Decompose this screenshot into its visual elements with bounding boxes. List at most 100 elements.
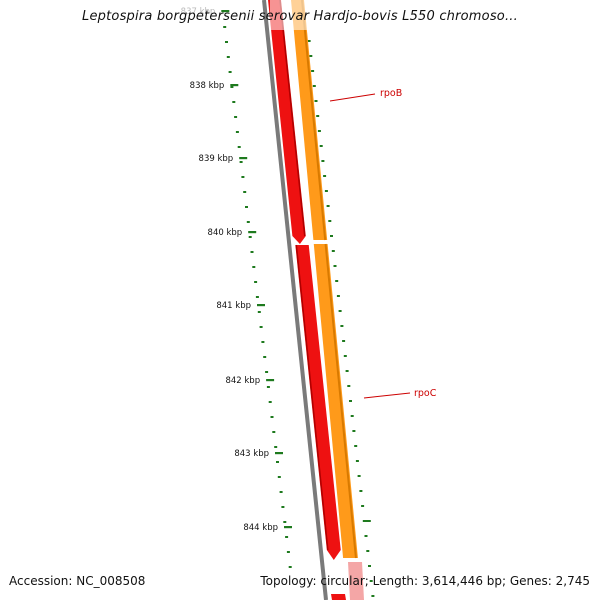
gene-next-block bbox=[348, 562, 364, 600]
minor-tick bbox=[250, 251, 254, 253]
minor-tick bbox=[248, 236, 252, 238]
minor-tick bbox=[245, 206, 248, 208]
gene-label-rpoB: rpoB bbox=[380, 88, 402, 99]
cds-next bbox=[331, 594, 346, 600]
minor-tick bbox=[243, 191, 247, 193]
gc-skew-mark bbox=[328, 220, 332, 222]
minor-tick bbox=[259, 326, 263, 328]
minor-tick bbox=[274, 446, 278, 448]
minor-tick bbox=[239, 161, 243, 163]
gc-skew-mark bbox=[352, 430, 356, 432]
gc-skew-mark bbox=[333, 265, 337, 267]
minor-tick bbox=[266, 386, 270, 388]
minor-tick bbox=[261, 341, 265, 343]
gc-skew-mark bbox=[330, 235, 333, 237]
gc-skew-mark bbox=[361, 505, 365, 507]
gc-skew-mark bbox=[350, 415, 354, 417]
scale-ticks: 837 kbp 838 kbp 839 kbp 840 kbp 841 kbp 842 k… bbox=[181, 7, 292, 568]
minor-tick bbox=[241, 176, 245, 178]
major-tick bbox=[221, 10, 230, 13]
major-tick bbox=[257, 304, 265, 307]
cds-arrow-rpoB bbox=[268, 0, 306, 244]
gene-label-rpoC: rpoC bbox=[414, 388, 437, 399]
minor-tick bbox=[255, 296, 259, 298]
gc-skew-mark bbox=[347, 385, 351, 387]
minor-tick bbox=[230, 86, 234, 88]
gc-skew-mark bbox=[369, 580, 373, 582]
gc-skew-mark bbox=[324, 190, 328, 192]
gc-skew-mark bbox=[355, 460, 359, 462]
gc-skew-mark bbox=[331, 250, 335, 252]
gc-skew-mark bbox=[338, 310, 342, 312]
gene-labels: rpoB rpoC bbox=[329, 88, 437, 399]
gc-skew-mark bbox=[307, 40, 311, 42]
minor-tick bbox=[254, 281, 258, 283]
gene-tracks bbox=[268, 0, 364, 600]
tick-label: 842 kbp bbox=[225, 376, 260, 386]
minor-tick bbox=[283, 521, 287, 523]
minor-tick bbox=[281, 506, 285, 508]
tick-label: 841 kbp bbox=[216, 301, 251, 311]
minor-tick bbox=[228, 71, 232, 73]
gc-skew-mark bbox=[309, 55, 313, 57]
gc-skew-mark bbox=[349, 400, 352, 402]
gc-skew-mark bbox=[357, 475, 361, 477]
minor-tick bbox=[285, 536, 289, 538]
minor-tick bbox=[234, 116, 238, 118]
minor-tick bbox=[225, 41, 228, 43]
genome-stats-text: Topology: circular; Length: 3,614,446 bp… bbox=[260, 574, 590, 588]
minor-tick bbox=[226, 56, 230, 58]
gene-label-leader bbox=[363, 392, 411, 399]
gene-block-edge bbox=[324, 243, 357, 559]
tick-label: 837 kbp bbox=[181, 7, 216, 17]
major-tick bbox=[284, 526, 292, 529]
minor-tick bbox=[276, 461, 279, 463]
gc-skew-mark bbox=[312, 85, 316, 87]
tick-label: 839 kbp bbox=[199, 154, 234, 164]
gc-skew-mark bbox=[362, 520, 371, 522]
minor-tick bbox=[270, 416, 274, 418]
minor-tick bbox=[265, 371, 269, 373]
minor-tick bbox=[268, 401, 272, 403]
gc-skew-mark bbox=[335, 280, 339, 282]
gc-skew-mark bbox=[354, 445, 358, 447]
major-tick bbox=[248, 231, 257, 234]
gc-skew-mark bbox=[366, 550, 370, 552]
gc-skew-mark bbox=[336, 295, 340, 297]
gc-skew-mark bbox=[343, 355, 347, 357]
gc-skew-mark bbox=[319, 145, 323, 147]
cds-arrow-rpoC bbox=[295, 245, 341, 560]
gene-block-edge bbox=[301, 0, 327, 241]
minor-tick bbox=[286, 551, 290, 553]
gc-skew-mark bbox=[342, 340, 346, 342]
backbone-track bbox=[262, 0, 328, 601]
minor-tick bbox=[272, 431, 276, 433]
gene-block-rpoB bbox=[291, 0, 328, 240]
minor-tick bbox=[232, 101, 236, 103]
gc-skew-mark bbox=[311, 70, 315, 72]
minor-tick bbox=[288, 566, 292, 568]
gc-skew-mark bbox=[317, 130, 321, 132]
gc-skew-mark bbox=[321, 160, 325, 162]
gc-skew-mark bbox=[316, 115, 320, 117]
gc-skew-mark bbox=[364, 535, 368, 537]
major-tick bbox=[239, 157, 248, 160]
title-fade bbox=[270, 0, 310, 30]
minor-tick bbox=[235, 131, 239, 133]
gc-skew-mark bbox=[323, 175, 327, 177]
gc-skew-mark bbox=[314, 100, 318, 102]
gc-skew-mark bbox=[368, 565, 371, 567]
minor-tick bbox=[252, 266, 256, 268]
minor-tick bbox=[223, 26, 227, 28]
minor-tick bbox=[257, 311, 261, 313]
accession-text: Accession: NC_008508 bbox=[9, 574, 146, 588]
minor-tick bbox=[237, 146, 241, 148]
gc-skew-mark bbox=[326, 205, 330, 207]
gc-skew-mark bbox=[340, 325, 344, 327]
gc-skew-mark bbox=[345, 370, 349, 372]
major-tick bbox=[275, 452, 283, 455]
major-tick bbox=[266, 379, 275, 382]
tick-label: 840 kbp bbox=[208, 228, 243, 238]
backbone-line bbox=[262, 0, 328, 601]
